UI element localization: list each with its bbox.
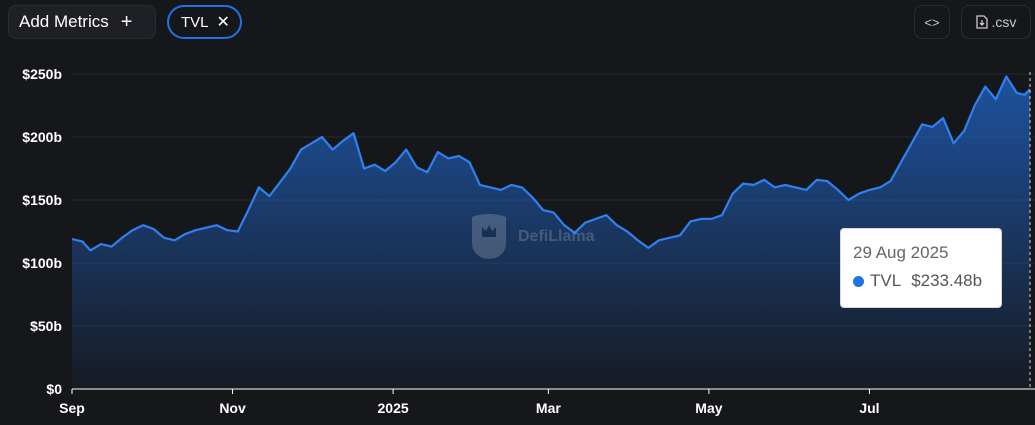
tooltip-series-label: TVL bbox=[870, 271, 902, 290]
watermark-text: DefiLlama bbox=[518, 228, 595, 245]
tooltip-date: 29 Aug 2025 bbox=[853, 243, 949, 262]
y-tick-label: $50b bbox=[30, 318, 62, 334]
y-axis: $0 $50b $100b $150b $200b $250b bbox=[22, 66, 62, 397]
x-tick-label: May bbox=[695, 400, 722, 416]
y-tick-label: $100b bbox=[22, 255, 62, 271]
add-metrics-button[interactable]: Add Metrics + bbox=[8, 5, 156, 39]
toolbar: Add Metrics + TVL ✕ <> .csv bbox=[0, 0, 1035, 46]
x-axis: Sep Nov 2025 Mar May Jul bbox=[59, 389, 880, 416]
llama-logo-icon bbox=[472, 214, 506, 259]
plus-icon: + bbox=[120, 11, 133, 33]
download-file-icon bbox=[975, 15, 988, 29]
x-tick-label: Jul bbox=[859, 400, 879, 416]
add-metrics-label: Add Metrics bbox=[19, 12, 109, 31]
csv-download-button[interactable]: .csv bbox=[961, 5, 1031, 39]
x-tick-label: Mar bbox=[536, 400, 561, 416]
watermark: DefiLlama bbox=[468, 213, 594, 261]
chart-tooltip: 29 Aug 2025 TVL $233.48b bbox=[840, 228, 1002, 308]
tvl-area bbox=[72, 76, 1030, 389]
code-icon: <> bbox=[924, 14, 940, 30]
y-tick-label: $250b bbox=[22, 66, 62, 82]
y-tick-label: $0 bbox=[46, 381, 62, 397]
x-tick-label: Sep bbox=[59, 400, 85, 416]
y-tick-label: $200b bbox=[22, 129, 62, 145]
csv-label: .csv bbox=[991, 14, 1017, 30]
tvl-line bbox=[71, 75, 1031, 252]
metric-chip-tvl[interactable]: TVL ✕ bbox=[167, 5, 242, 39]
series-color-dot bbox=[853, 275, 864, 287]
tooltip-row: TVL $233.48b bbox=[853, 271, 989, 291]
close-icon[interactable]: ✕ bbox=[216, 14, 230, 31]
tooltip-value: $233.48b bbox=[911, 271, 983, 290]
x-tick-label: Nov bbox=[219, 400, 246, 416]
y-tick-label: $150b bbox=[22, 192, 62, 208]
embed-button[interactable]: <> bbox=[914, 5, 950, 39]
x-tick-label: 2025 bbox=[378, 400, 409, 416]
metric-chip-label: TVL bbox=[181, 13, 209, 31]
